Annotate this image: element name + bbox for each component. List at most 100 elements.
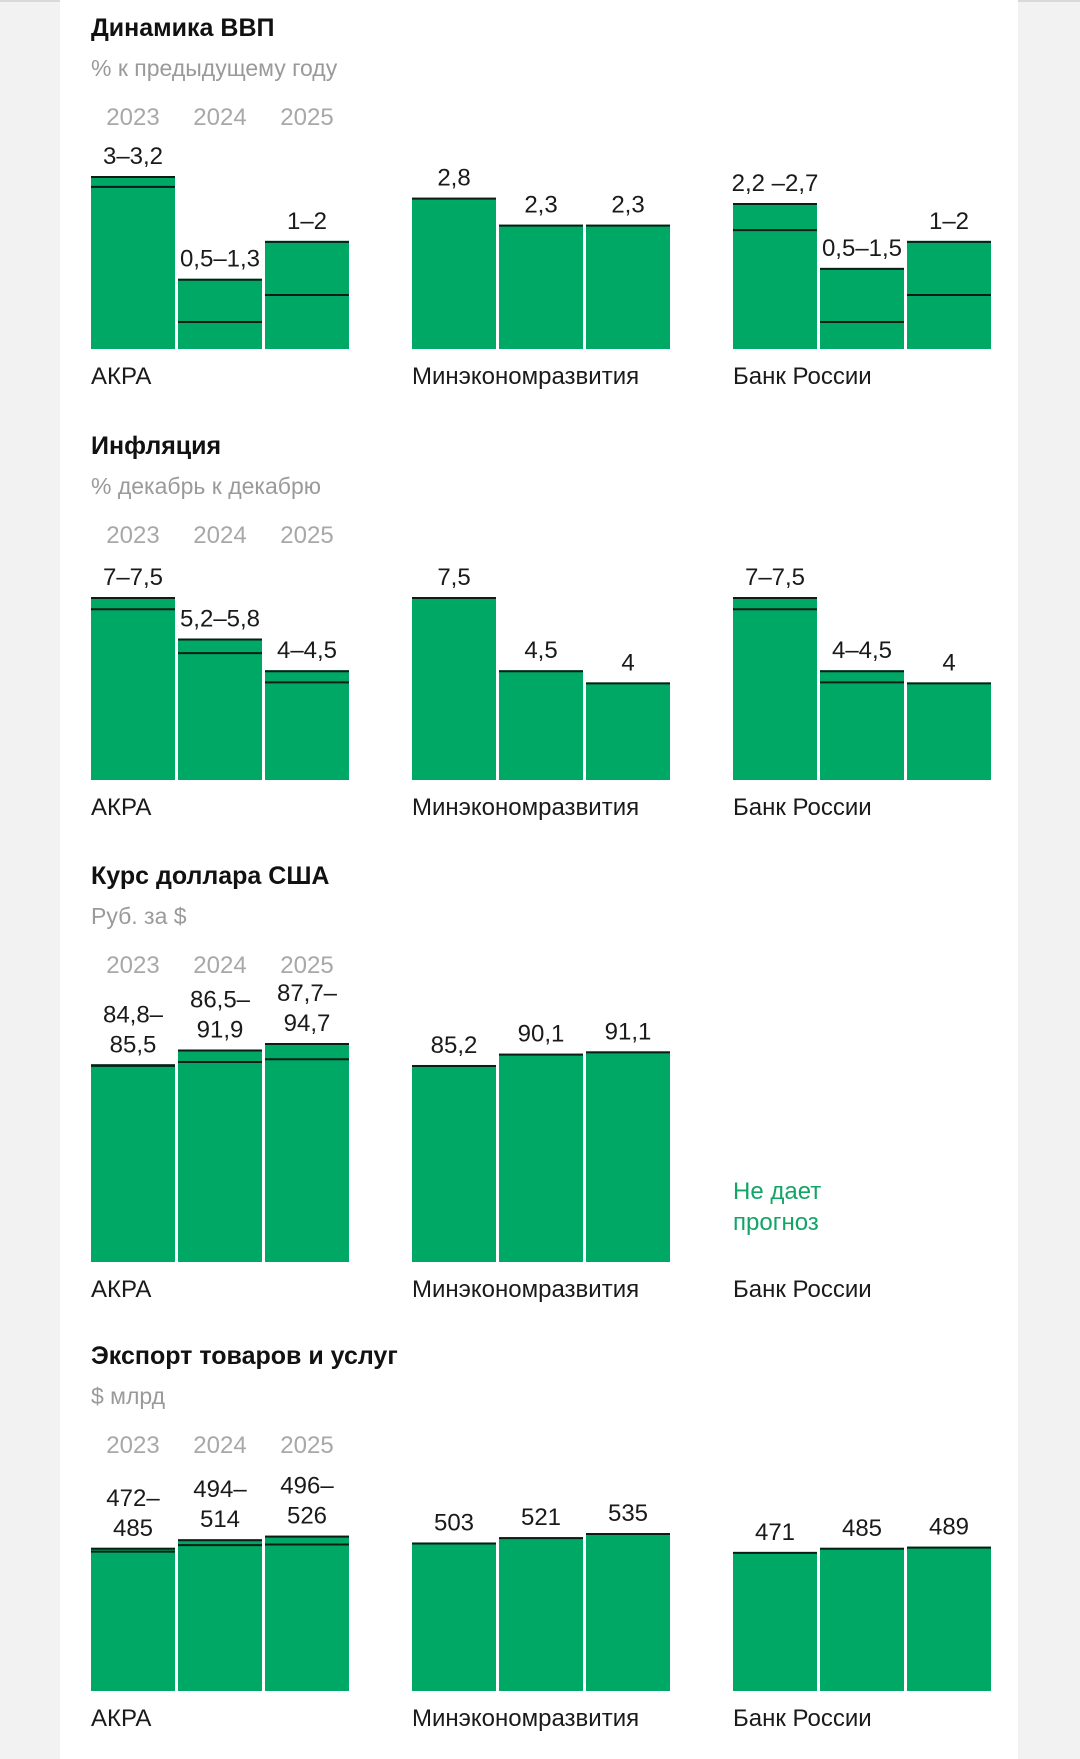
group-label: АКРА: [91, 1276, 151, 1303]
group-label: Минэкономразвития: [412, 1276, 639, 1303]
bar: [265, 1043, 349, 1262]
value-label: 84,8–: [103, 1001, 164, 1028]
value-label: 485: [113, 1515, 153, 1542]
value-label: 494–: [193, 1476, 247, 1503]
value-label: 514: [200, 1506, 240, 1533]
value-label: 7–7,5: [103, 564, 163, 591]
value-label: 1–2: [929, 208, 969, 235]
bar: [265, 670, 349, 780]
bar: [412, 197, 496, 349]
group-label: АКРА: [91, 363, 151, 390]
bar: [907, 1546, 991, 1691]
bar: [91, 1064, 175, 1262]
value-label: 4–4,5: [277, 637, 337, 664]
year-label: 2024: [193, 104, 246, 131]
value-label: 94,7: [284, 1010, 331, 1037]
bar: [499, 224, 583, 349]
no-forecast-note: Не дает: [733, 1178, 821, 1205]
value-label: 526: [287, 1503, 327, 1530]
chart-title: Инфляция: [91, 432, 221, 460]
value-label: 85,2: [431, 1032, 478, 1059]
value-label: 7–7,5: [745, 564, 805, 591]
value-label: 4: [942, 649, 955, 676]
year-label: 2023: [106, 952, 159, 979]
no-forecast-note: прогноз: [733, 1209, 819, 1236]
year-label: 2025: [280, 952, 333, 979]
value-label: 5,2–5,8: [180, 605, 260, 632]
year-label: 2025: [280, 1432, 333, 1459]
value-label: 90,1: [518, 1021, 565, 1048]
value-label: 0,5–1,3: [180, 246, 260, 273]
value-label: 521: [521, 1504, 561, 1531]
group-label: АКРА: [91, 794, 151, 821]
group-label: Банк России: [733, 1276, 872, 1303]
year-label: 2024: [193, 952, 246, 979]
bar: [265, 1535, 349, 1691]
value-label: 87,7–: [277, 980, 338, 1007]
chart-title: Динамика ВВП: [91, 14, 274, 42]
group-label: Банк России: [733, 1705, 872, 1732]
group-label: Минэкономразвития: [412, 363, 639, 390]
bar: [178, 1539, 262, 1691]
value-label: 91,1: [605, 1018, 652, 1045]
bar: [178, 638, 262, 780]
bar: [91, 1547, 175, 1691]
bar: [178, 278, 262, 349]
value-label: 7,5: [437, 564, 470, 591]
bar: [907, 682, 991, 780]
value-label: 85,5: [110, 1031, 157, 1058]
group-label: Минэкономразвития: [412, 1705, 639, 1732]
bar: [820, 267, 904, 349]
bar: [733, 1551, 817, 1691]
bar: [412, 1064, 496, 1262]
bar: [733, 203, 817, 349]
value-label: 1–2: [287, 208, 327, 235]
value-label: 2,3: [524, 192, 557, 219]
bar: [499, 670, 583, 780]
value-label: 86,5–: [190, 986, 251, 1013]
bar: [586, 1051, 670, 1262]
bar: [499, 1537, 583, 1691]
value-label: 535: [608, 1500, 648, 1527]
value-label: 471: [755, 1519, 795, 1546]
year-label: 2024: [193, 522, 246, 549]
value-label: 2,3: [611, 192, 644, 219]
group-label: Минэкономразвития: [412, 794, 639, 821]
value-label: 91,9: [197, 1016, 244, 1043]
bar: [412, 597, 496, 780]
group-label: Банк России: [733, 363, 872, 390]
chart-subtitle: % к предыдущему году: [91, 55, 338, 81]
value-label: 485: [842, 1515, 882, 1542]
year-label: 2023: [106, 1432, 159, 1459]
value-label: 4: [621, 649, 634, 676]
value-label: 0,5–1,5: [822, 235, 902, 262]
value-label: 472–: [106, 1485, 160, 1512]
chart-title: Курс доллара США: [91, 862, 330, 890]
value-label: 3–3,2: [103, 143, 163, 170]
year-label: 2025: [280, 104, 333, 131]
bar: [91, 176, 175, 349]
bar: [499, 1053, 583, 1262]
value-label: 503: [434, 1509, 474, 1536]
value-label: 4,5: [524, 637, 557, 664]
year-label: 2025: [280, 522, 333, 549]
group-label: Банк России: [733, 794, 872, 821]
bar: [820, 1547, 904, 1691]
bar: [91, 597, 175, 780]
value-label: 2,2 –2,7: [732, 170, 819, 197]
bar: [586, 224, 670, 349]
year-label: 2023: [106, 104, 159, 131]
chart-title: Экспорт товаров и услуг: [91, 1342, 398, 1370]
chart-subtitle: $ млрд: [91, 1383, 166, 1409]
group-label: АКРА: [91, 1705, 151, 1732]
bar: [820, 670, 904, 780]
bar: [733, 597, 817, 780]
value-label: 489: [929, 1514, 969, 1541]
year-label: 2023: [106, 522, 159, 549]
bar: [178, 1049, 262, 1262]
value-label: 2,8: [437, 165, 470, 192]
bar: [412, 1542, 496, 1691]
chart-subtitle: % декабрь к декабрю: [91, 473, 321, 499]
bar: [586, 682, 670, 780]
